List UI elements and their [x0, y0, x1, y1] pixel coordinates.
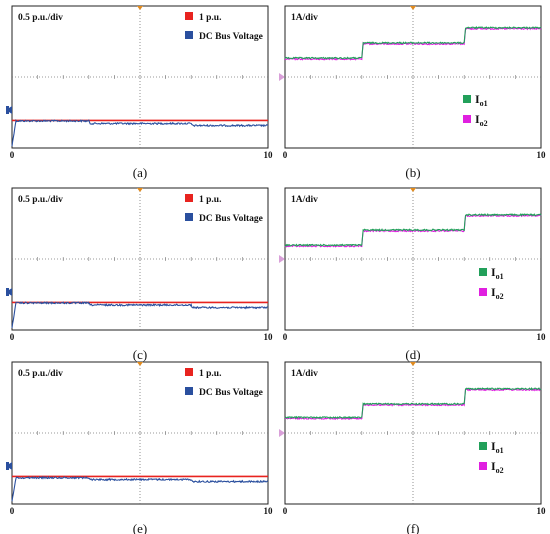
- legend-label: Io1: [491, 265, 504, 281]
- series-line-dc-bus: [11, 475, 269, 502]
- legend-label-sub: o1: [496, 446, 504, 455]
- scale-label: 0.5 p.u./div: [18, 13, 63, 23]
- ground-marker-body: [6, 288, 9, 296]
- legend-label-sub: o2: [480, 119, 488, 128]
- x-tick-label-start: 0: [10, 332, 15, 342]
- scale-label: 1A/div: [291, 195, 318, 205]
- x-tick-label-end: 10: [264, 150, 274, 160]
- legend-label: DC Bus Voltage: [199, 32, 263, 42]
- trigger-marker: [410, 6, 416, 10]
- legend-label-main: I: [475, 92, 480, 106]
- legend-swatch: [479, 288, 487, 296]
- legend-label: 1 p.u.: [199, 369, 221, 379]
- ground-marker-body: [6, 106, 9, 114]
- trigger-marker: [410, 188, 416, 192]
- legend-label: Io2: [491, 459, 504, 475]
- x-tick-label-end: 10: [264, 332, 274, 342]
- x-tick-label-end: 10: [537, 332, 547, 342]
- x-tick-label-start: 0: [10, 150, 15, 160]
- legend-swatch: [479, 268, 487, 276]
- panel-c: 0.5 p.u./div 1 p.u. DC Bus Voltage 0 10 (c): [6, 187, 274, 362]
- x-tick-label-start: 0: [283, 150, 288, 160]
- legend-label: DC Bus Voltage: [199, 388, 263, 398]
- legend-swatch: [185, 31, 193, 39]
- ground-marker: [279, 255, 285, 263]
- legend-label: Io1: [491, 439, 504, 455]
- series-line-dc-bus: [11, 118, 269, 147]
- series-line-io1: [284, 387, 542, 420]
- legend-swatch: [479, 462, 487, 470]
- legend-swatch: [463, 95, 471, 103]
- legend-label-sub: o1: [496, 272, 504, 281]
- panel-caption: (b): [405, 165, 420, 180]
- legend-label: Io2: [491, 285, 504, 301]
- series-line-dc-bus: [11, 301, 269, 329]
- panel-caption: (c): [133, 347, 147, 362]
- legend-label: Io2: [475, 112, 488, 128]
- legend-label: Io1: [475, 92, 488, 108]
- legend-label-main: I: [491, 265, 496, 279]
- panel-e: 0.5 p.u./div 1 p.u. DC Bus Voltage 0 10 (e): [6, 361, 274, 534]
- legend-label-main: I: [491, 285, 496, 299]
- legend-label-main: I: [491, 459, 496, 473]
- legend-label-main: I: [475, 112, 480, 126]
- x-tick-label-start: 0: [10, 506, 15, 516]
- x-tick-label-start: 0: [283, 506, 288, 516]
- legend-label: DC Bus Voltage: [199, 214, 263, 224]
- scale-label: 0.5 p.u./div: [18, 195, 63, 205]
- trigger-marker: [137, 6, 143, 10]
- legend-swatch: [185, 387, 193, 395]
- scale-label: 1A/div: [291, 13, 318, 23]
- legend-label-sub: o2: [496, 292, 504, 301]
- series-line-io2: [284, 27, 542, 61]
- legend-label-sub: o1: [480, 99, 488, 108]
- legend-swatch: [185, 12, 193, 20]
- panel-a: 0.5 p.u./div 1 p.u. DC Bus Voltage 0 10 (a): [6, 5, 274, 180]
- x-tick-label-end: 10: [264, 506, 274, 516]
- panel-caption: (a): [133, 165, 147, 180]
- ground-marker-body: [6, 462, 9, 470]
- x-tick-label-end: 10: [537, 150, 547, 160]
- legend-swatch: [463, 115, 471, 123]
- scale-label: 1A/div: [291, 369, 318, 379]
- legend-swatch: [479, 442, 487, 450]
- x-tick-label-start: 0: [283, 332, 288, 342]
- legend-label: 1 p.u.: [199, 195, 221, 205]
- panel-caption: (d): [405, 347, 420, 362]
- scale-label: 0.5 p.u./div: [18, 369, 63, 379]
- legend-label-main: I: [491, 439, 496, 453]
- legend-swatch: [185, 194, 193, 202]
- legend-swatch: [185, 213, 193, 221]
- series-line-io1: [284, 212, 542, 247]
- trigger-marker: [410, 362, 416, 366]
- panel-caption: (f): [407, 521, 420, 534]
- legend-swatch: [185, 368, 193, 376]
- series-line-io2: [284, 388, 542, 421]
- series-line-io1: [284, 25, 542, 60]
- legend-label-sub: o2: [496, 466, 504, 475]
- x-tick-label-end: 10: [537, 506, 547, 516]
- trigger-marker: [137, 188, 143, 192]
- trigger-marker: [137, 362, 143, 366]
- ground-marker: [279, 73, 285, 81]
- legend-label: 1 p.u.: [199, 13, 221, 23]
- ground-marker: [279, 429, 285, 437]
- panel-caption: (e): [133, 521, 147, 534]
